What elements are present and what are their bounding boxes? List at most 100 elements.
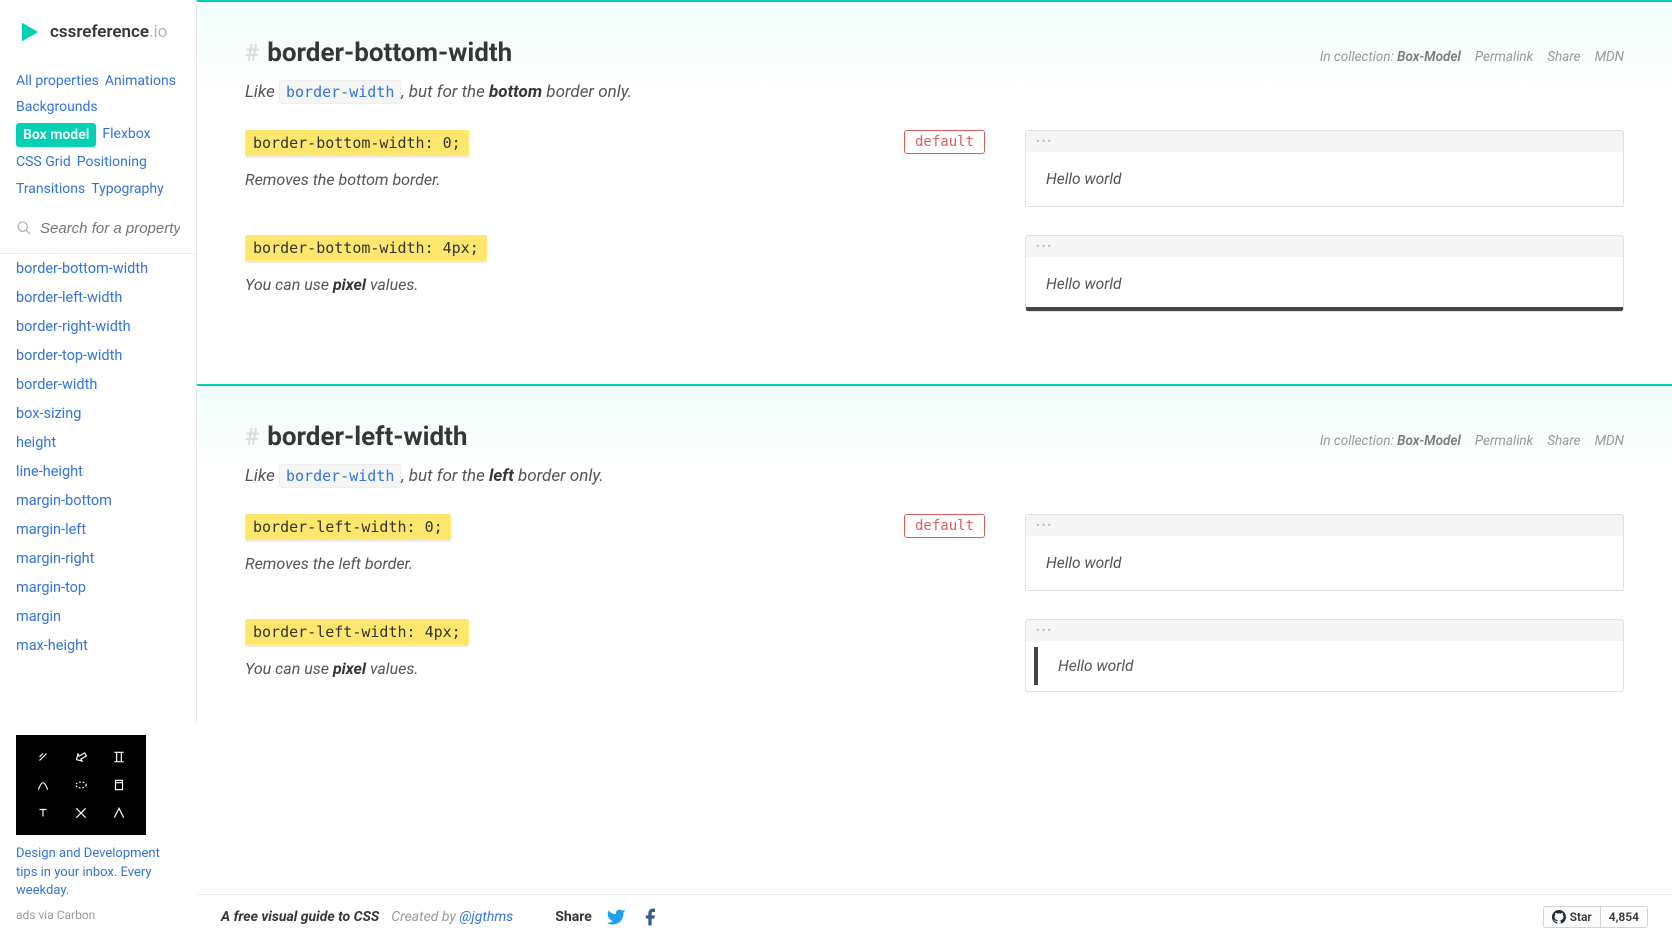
property-margin[interactable]: margin bbox=[0, 602, 196, 631]
ad-cell bbox=[24, 743, 62, 771]
preview-box: ••• Hello world bbox=[1025, 514, 1624, 591]
logo-icon bbox=[16, 18, 44, 46]
property-border-top-width[interactable]: border-top-width bbox=[0, 341, 196, 370]
code-chip: border-left-width: 0; bbox=[245, 514, 451, 540]
preview-titlebar: ••• bbox=[1026, 131, 1623, 152]
sidebar: cssreference.io All properties Animations… bbox=[0, 0, 197, 938]
default-badge: default bbox=[904, 514, 985, 538]
code-chip: border-left-width: 4px; bbox=[245, 619, 469, 645]
property-margin-right[interactable]: margin-right bbox=[0, 544, 196, 573]
share-label: Share bbox=[555, 909, 592, 925]
nav-tag-all-properties[interactable]: All properties bbox=[16, 70, 99, 92]
property-border-bottom-width[interactable]: border-bottom-width bbox=[0, 254, 196, 283]
footer: A free visual guide to CSS Created by @j… bbox=[197, 894, 1672, 938]
logo[interactable]: cssreference.io bbox=[0, 0, 196, 64]
code-chip: border-bottom-width: 4px; bbox=[245, 235, 487, 261]
footer-share: Share bbox=[555, 907, 660, 927]
preview-body: Hello world bbox=[1034, 647, 1623, 685]
nav-tag-transitions[interactable]: Transitions bbox=[16, 178, 85, 200]
property-list[interactable]: border-bottom-widthborder-left-widthbord… bbox=[0, 253, 196, 683]
nav-tag-flexbox[interactable]: Flexbox bbox=[102, 123, 150, 147]
ad-cell bbox=[24, 771, 62, 799]
section-border-bottom-width: # border-bottom-width In collection: Box… bbox=[197, 0, 1672, 384]
footer-tagline: A free visual guide to CSS bbox=[221, 909, 379, 925]
nav-tag-typography[interactable]: Typography bbox=[91, 178, 163, 200]
nav-tag-backgrounds[interactable]: Backgrounds bbox=[16, 96, 98, 118]
example-row: border-left-width: 0; default Removes th… bbox=[245, 514, 1624, 591]
section-link-share[interactable]: Share bbox=[1547, 49, 1580, 65]
ad-cell bbox=[24, 799, 62, 827]
example-row: border-left-width: 4px; You can use pixe… bbox=[245, 619, 1624, 692]
preview-body: Hello world bbox=[1026, 152, 1623, 206]
property-border-left-width[interactable]: border-left-width bbox=[0, 283, 196, 312]
preview-titlebar: ••• bbox=[1026, 236, 1623, 257]
ad-cell bbox=[62, 799, 100, 827]
section-link-share[interactable]: Share bbox=[1547, 433, 1580, 449]
property-margin-left[interactable]: margin-left bbox=[0, 515, 196, 544]
ad-via[interactable]: ads via Carbon bbox=[16, 908, 181, 922]
github-star-button[interactable]: Star bbox=[1543, 906, 1601, 928]
example-description: You can use pixel values. bbox=[245, 275, 985, 294]
nav-tag-css-grid[interactable]: CSS Grid bbox=[16, 151, 71, 173]
collection-label: In collection: Box-Model bbox=[1320, 49, 1461, 65]
preview-body: Hello world bbox=[1026, 257, 1623, 311]
section-description: Like border-width, but for the left bord… bbox=[245, 466, 1624, 486]
property-line-height[interactable]: line-height bbox=[0, 457, 196, 486]
section-border-left-width: # border-left-width In collection: Box-M… bbox=[197, 384, 1672, 764]
nav-tag-animations[interactable]: Animations bbox=[105, 70, 176, 92]
code-chip: border-bottom-width: 0; bbox=[245, 130, 469, 156]
ad-cell bbox=[100, 799, 138, 827]
example-row: border-bottom-width: 0; default Removes … bbox=[245, 130, 1624, 207]
logo-text: cssreference.io bbox=[50, 22, 167, 42]
property-max-height[interactable]: max-height bbox=[0, 631, 196, 660]
property-height[interactable]: height bbox=[0, 428, 196, 457]
main-content: # border-bottom-width In collection: Box… bbox=[197, 0, 1672, 894]
property-border-right-width[interactable]: border-right-width bbox=[0, 312, 196, 341]
search-box bbox=[0, 208, 196, 253]
footer-created: Created by @jgthms bbox=[391, 909, 513, 925]
example-description: You can use pixel values. bbox=[245, 659, 985, 678]
ad-cell bbox=[62, 743, 100, 771]
example-row: border-bottom-width: 4px; You can use pi… bbox=[245, 235, 1624, 312]
github-icon bbox=[1552, 910, 1566, 924]
property-margin-top[interactable]: margin-top bbox=[0, 573, 196, 602]
section-links: In collection: Box-Model Permalink Share M… bbox=[1320, 49, 1624, 65]
ad-cell bbox=[100, 743, 138, 771]
twitter-icon[interactable] bbox=[606, 907, 626, 927]
nav-tag-positioning[interactable]: Positioning bbox=[77, 151, 147, 173]
preview-titlebar: ••• bbox=[1026, 515, 1623, 536]
section-link-mdn[interactable]: MDN bbox=[1595, 49, 1624, 65]
section-links: In collection: Box-Model Permalink Share M… bbox=[1320, 433, 1624, 449]
ad-cell bbox=[62, 771, 100, 799]
footer-left: A free visual guide to CSS Created by @j… bbox=[221, 907, 1543, 927]
property-box-sizing[interactable]: box-sizing bbox=[0, 399, 196, 428]
preview-box: ••• Hello world bbox=[1025, 130, 1624, 207]
footer-right: Star 4,854 bbox=[1543, 906, 1648, 928]
section-title: border-bottom-width bbox=[267, 38, 512, 68]
facebook-icon[interactable] bbox=[640, 907, 660, 927]
collection-label: In collection: Box-Model bbox=[1320, 433, 1461, 449]
section-description: Like border-width, but for the bottom bo… bbox=[245, 82, 1624, 102]
preview-box: ••• Hello world bbox=[1025, 235, 1624, 312]
ad-text[interactable]: Design and Development tips in your inbo… bbox=[16, 845, 181, 900]
preview-box: ••• Hello world bbox=[1025, 619, 1624, 692]
section-link-mdn[interactable]: MDN bbox=[1595, 433, 1624, 449]
property-border-width[interactable]: border-width bbox=[0, 370, 196, 399]
section-link-permalink[interactable]: Permalink bbox=[1475, 49, 1533, 65]
property-margin-bottom[interactable]: margin-bottom bbox=[0, 486, 196, 515]
star-label: Star bbox=[1570, 910, 1592, 924]
author-link[interactable]: @jgthms bbox=[459, 909, 513, 925]
github-star-count[interactable]: 4,854 bbox=[1601, 906, 1648, 928]
section-title: border-left-width bbox=[267, 422, 467, 452]
nav-tag-box-model[interactable]: Box model bbox=[16, 123, 96, 147]
search-icon bbox=[16, 220, 32, 236]
nav-tags: All properties Animations Backgrounds Box m… bbox=[0, 64, 196, 208]
ad-image bbox=[16, 735, 146, 835]
section-link-permalink[interactable]: Permalink bbox=[1475, 433, 1533, 449]
preview-body: Hello world bbox=[1026, 536, 1623, 590]
hash-icon: # bbox=[245, 39, 259, 67]
ad-block[interactable]: Design and Development tips in your inbo… bbox=[0, 723, 197, 938]
default-badge: default bbox=[904, 130, 985, 154]
search-input[interactable] bbox=[16, 216, 180, 241]
example-description: Removes the left border. bbox=[245, 554, 985, 573]
